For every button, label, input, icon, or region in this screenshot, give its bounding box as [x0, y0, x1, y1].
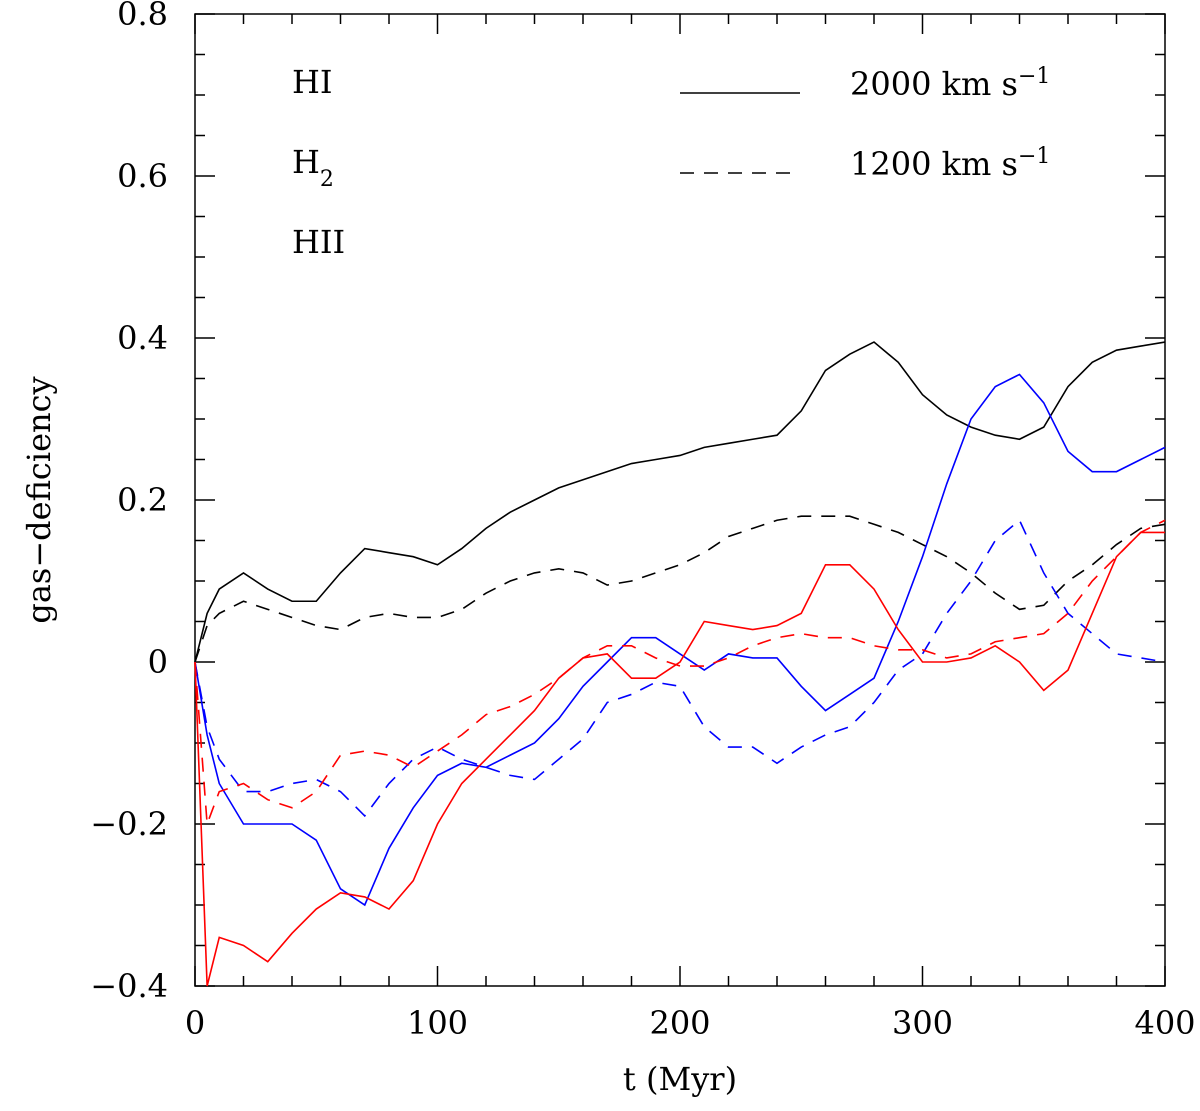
data-line: [194, 531, 1165, 987]
y-tick-label: 0.8: [117, 0, 168, 33]
legend-subscript: 2: [320, 167, 334, 192]
legend-text: 1200 km s: [850, 145, 1018, 183]
data-line: [194, 518, 1166, 818]
data-line: [194, 515, 1166, 663]
x-tick-label: 100: [407, 1004, 468, 1042]
y-tick-label: 0.6: [117, 157, 168, 195]
y-tick-label: −0.4: [90, 967, 168, 1005]
data-line: [194, 341, 1166, 663]
data-line: [194, 373, 1166, 907]
legend-superscript: −1: [1018, 64, 1050, 89]
x-tick-label: 400: [1134, 1004, 1195, 1042]
data-line: [194, 519, 1166, 825]
legend-label: HII: [292, 223, 345, 261]
y-axis-label: gas−deficiency: [20, 376, 58, 623]
legend-label: HI: [292, 63, 333, 101]
legend-text: HI: [292, 63, 333, 101]
legend-text: 2000 km s: [850, 65, 1018, 103]
x-axis-label: t (Myr): [623, 1060, 737, 1098]
legend-label: 1200 km s−1: [850, 144, 1050, 184]
legend-text: HII: [292, 223, 345, 261]
legend-label: 2000 km s−1: [850, 64, 1050, 104]
x-tick-label: 300: [892, 1004, 953, 1042]
x-tick-label: 200: [649, 1004, 710, 1042]
legend-superscript: −1: [1018, 144, 1050, 169]
y-tick-label: 0: [148, 643, 168, 681]
y-tick-label: −0.2: [90, 805, 168, 843]
legend-text: H: [292, 143, 320, 181]
y-tick-label: 0.2: [117, 481, 168, 519]
y-tick-label: 0.4: [117, 319, 168, 357]
legend-label: H2: [292, 143, 334, 192]
x-tick-label: 0: [185, 1004, 205, 1042]
